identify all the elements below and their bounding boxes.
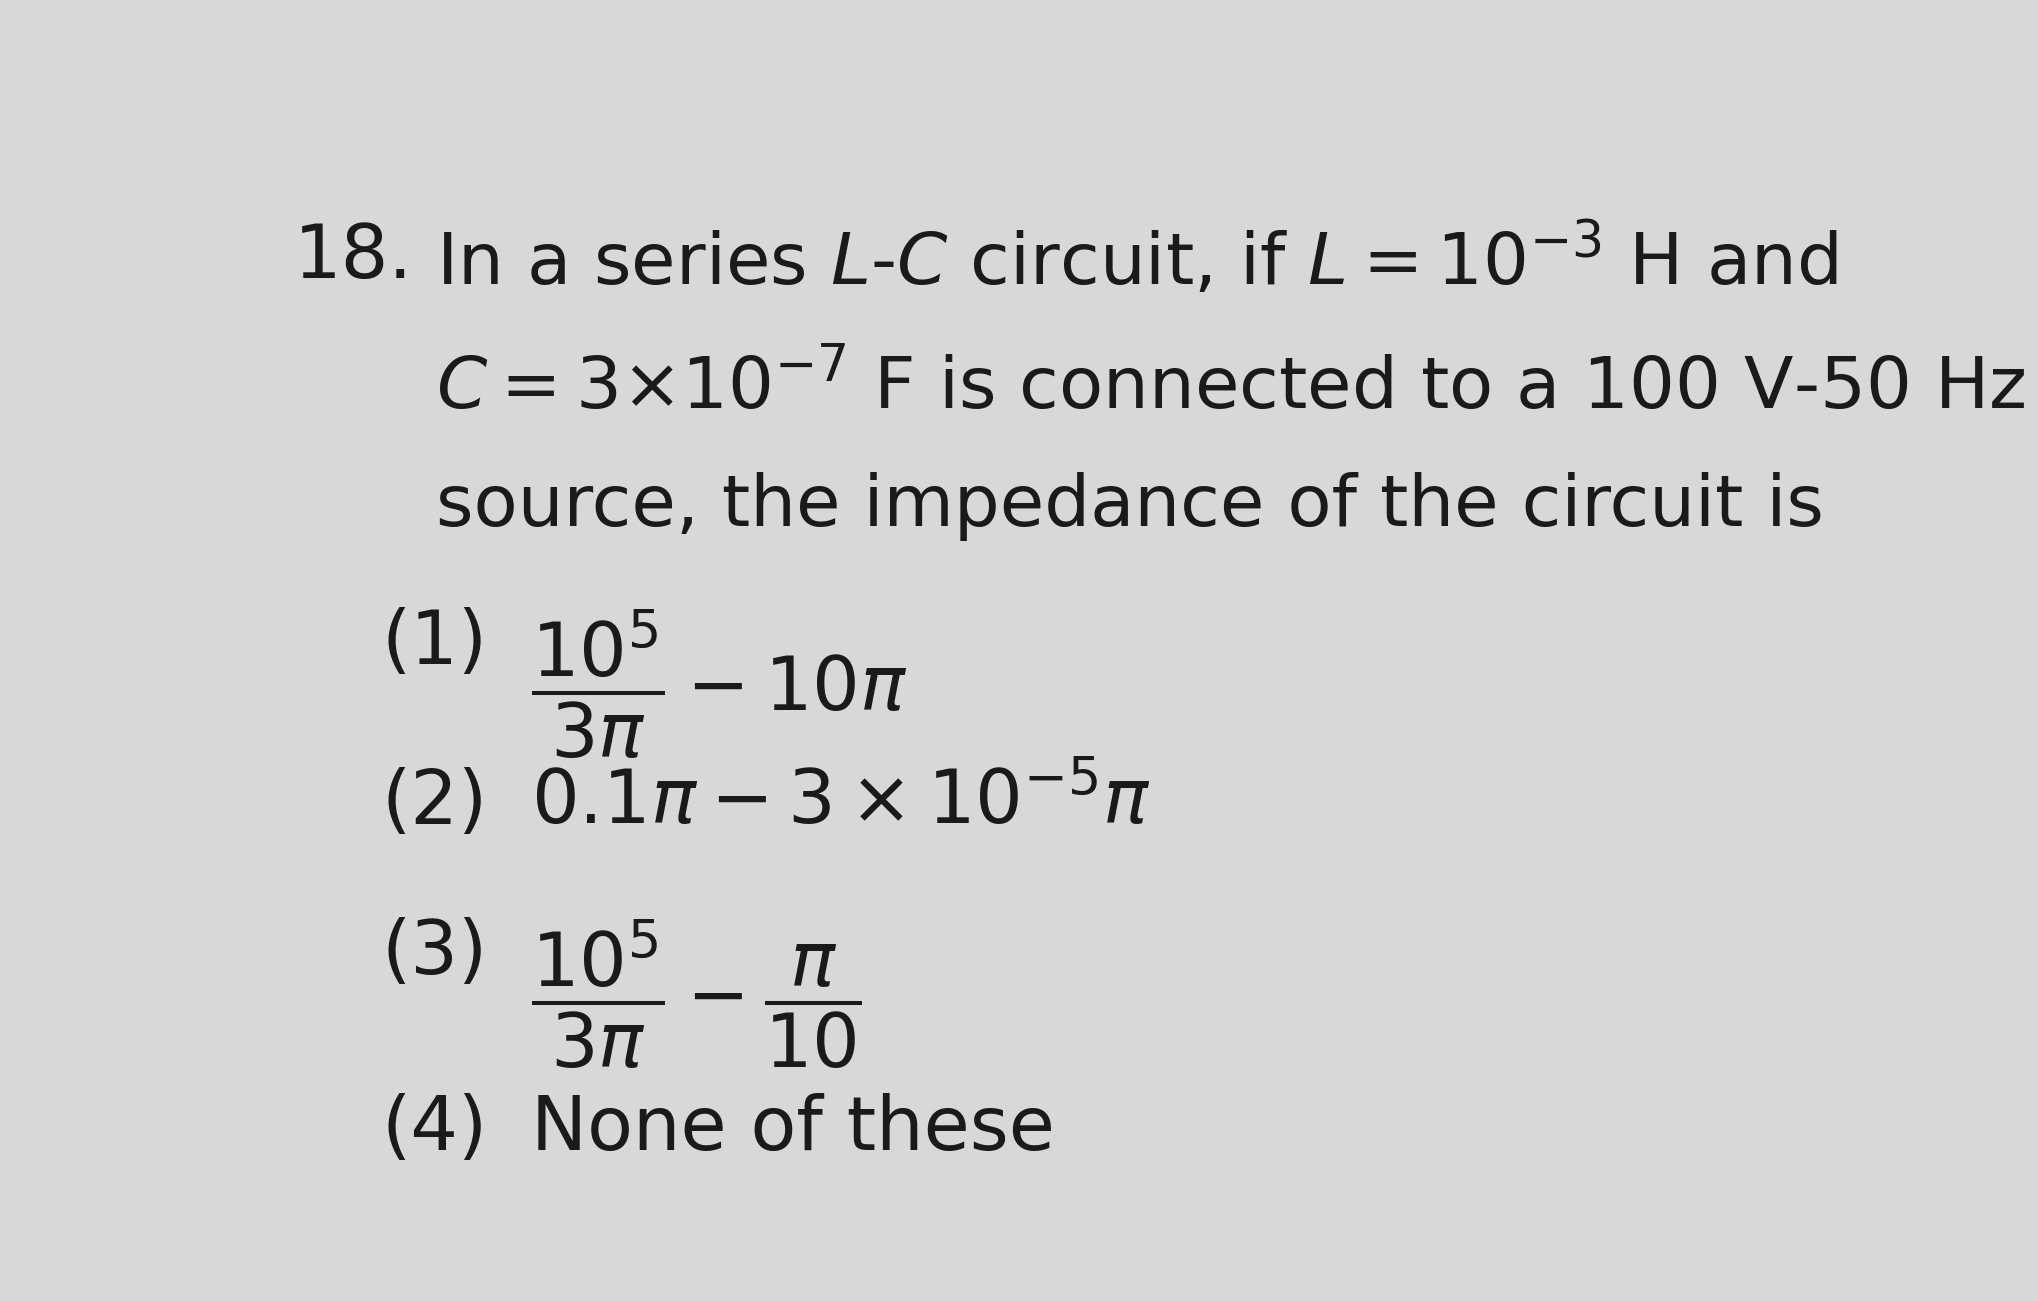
- Text: (3): (3): [381, 917, 487, 990]
- Text: None of these: None of these: [532, 1093, 1056, 1166]
- Text: $0.1\pi - 3 \times 10^{-5}\pi$: $0.1\pi - 3 \times 10^{-5}\pi$: [532, 768, 1151, 840]
- Text: (2): (2): [381, 768, 487, 840]
- Text: $\dfrac{10^5}{3\pi} - \dfrac{\pi}{10}$: $\dfrac{10^5}{3\pi} - \dfrac{\pi}{10}$: [532, 917, 862, 1071]
- Text: In a series $L$-$C$ circuit, if $L = 10^{-3}$ H and: In a series $L$-$C$ circuit, if $L = 10^…: [436, 221, 1838, 301]
- Text: $\dfrac{10^5}{3\pi} - 10\pi$: $\dfrac{10^5}{3\pi} - 10\pi$: [532, 606, 907, 761]
- Text: (4): (4): [381, 1093, 487, 1166]
- Text: source, the impedance of the circuit is: source, the impedance of the circuit is: [436, 472, 1824, 541]
- Text: $C = 3{\times}10^{-7}$ F is connected to a 100 V-50 Hz a.c.: $C = 3{\times}10^{-7}$ F is connected to…: [436, 351, 2038, 423]
- Text: 18.: 18.: [293, 221, 414, 294]
- Text: (1): (1): [381, 606, 487, 680]
